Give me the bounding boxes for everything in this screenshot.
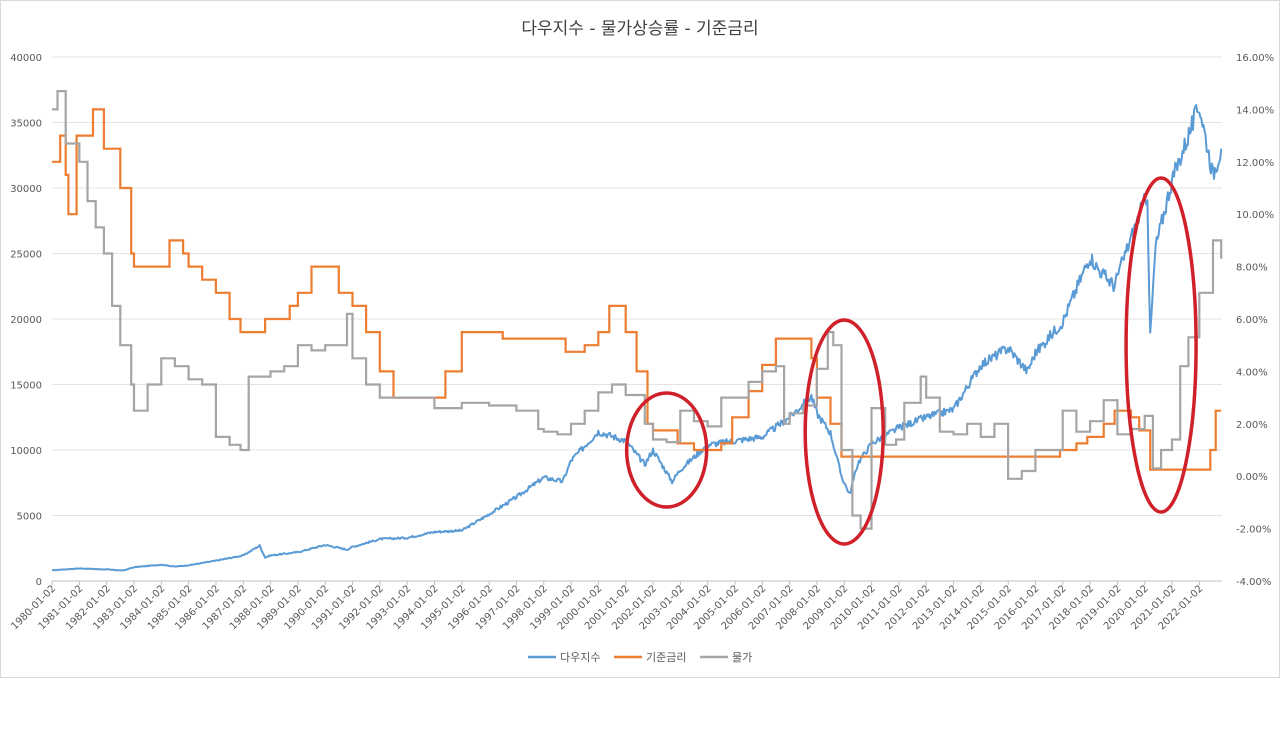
series-line-rate	[52, 108, 1222, 471]
left-axis: 0 5000 10000 15000 20000 25000 30000 35000 40000	[10, 53, 42, 588]
y-left-tick-label: 40000	[10, 53, 42, 64]
series-line-inflation	[52, 90, 1223, 530]
highlight-ellipse	[624, 391, 709, 509]
y-right-tick-label: 0.00%	[1236, 472, 1268, 483]
y-left-tick-label: 0	[36, 577, 42, 588]
legend-label: 다우지수	[560, 651, 600, 664]
highlight-ellipse	[1124, 176, 1198, 514]
y-left-tick-label: 30000	[10, 184, 42, 195]
y-right-tick-label: 14.00%	[1236, 105, 1274, 116]
series-lines	[51, 90, 1223, 572]
annotations	[624, 176, 1198, 546]
x-axis: 1980-01-021981-01-021982-01-021983-01-02…	[9, 581, 1206, 632]
chart-frame	[0, 0, 1280, 678]
y-right-tick-label: 10.00%	[1236, 210, 1274, 221]
grid	[52, 56, 1222, 582]
legend-label: 기준금리	[646, 651, 686, 664]
y-left-tick-label: 25000	[10, 250, 42, 261]
y-left-tick-label: 35000	[10, 119, 42, 130]
y-right-tick-label: 12.00%	[1236, 158, 1274, 169]
y-right-tick-label: 4.00%	[1236, 367, 1268, 378]
y-left-tick-label: 10000	[10, 446, 42, 457]
series-line-dow	[51, 104, 1223, 572]
highlight-ellipse	[803, 318, 885, 546]
y-right-tick-label: 8.00%	[1236, 263, 1268, 274]
y-left-tick-label: 5000	[17, 512, 42, 523]
y-right-tick-label: -4.00%	[1236, 577, 1271, 588]
y-right-tick-label: -2.00%	[1236, 525, 1271, 536]
y-right-tick-label: 6.00%	[1236, 315, 1268, 326]
legend: 다우지수 기준금리 물가	[528, 651, 752, 664]
y-left-tick-label: 15000	[10, 381, 42, 392]
y-left-tick-label: 20000	[10, 315, 42, 326]
chart-title: 다우지수 - 물가상승률 - 기준금리	[521, 19, 758, 39]
y-right-tick-label: 16.00%	[1236, 53, 1274, 64]
right-axis: -4.00% -2.00% 0.00% 2.00% 4.00% 6.00% 8.00% 10.…	[1236, 53, 1274, 588]
legend-label: 물가	[732, 651, 752, 664]
y-right-tick-label: 2.00%	[1236, 420, 1268, 431]
